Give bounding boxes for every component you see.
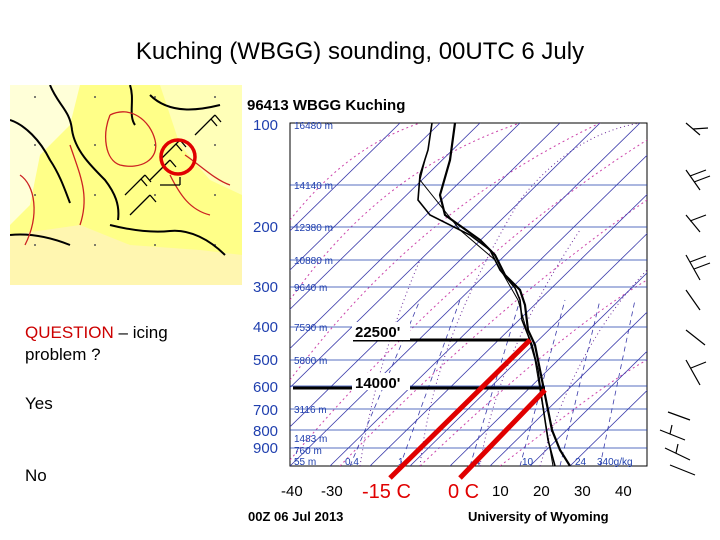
pressure-label: 600	[253, 379, 278, 396]
height-label: 12380 m	[294, 223, 333, 234]
temp-tick: 10	[492, 483, 509, 500]
temp-tick: -30	[321, 483, 343, 500]
isotherm-minus15	[388, 338, 532, 480]
temperature-profile	[438, 123, 571, 466]
question-label: QUESTION	[25, 323, 114, 342]
mixing-ratio-label: 1	[398, 457, 404, 468]
isobars	[290, 184, 647, 449]
pressure-label: 900	[253, 440, 278, 457]
height-label: 760 m	[294, 446, 322, 457]
question-text: QUESTION – icing problem ?	[25, 322, 168, 366]
height-label: 7530 m	[294, 323, 327, 334]
wind-barbs	[659, 122, 711, 476]
kuching-highlight-circle	[159, 138, 197, 176]
height-label: 16480 m	[294, 121, 333, 132]
pressure-label: 700	[253, 402, 278, 419]
pressure-label: 200	[253, 219, 278, 236]
height-labels: 16480 m 14140 m 12380 m 10880 m 9640 m 7…	[294, 121, 333, 468]
isotherm-highlights	[388, 338, 547, 480]
pressure-label: 800	[253, 423, 278, 440]
isotherm-zero-label: 0 C	[448, 481, 479, 503]
isotherm-zero	[458, 388, 547, 480]
mixing-ratio-label: 0.4	[345, 457, 359, 468]
height-label: 14140 m	[294, 181, 333, 192]
temp-tick: 40	[615, 483, 632, 500]
mixing-ratio-label: 10	[522, 457, 534, 468]
dewpoint-profile	[417, 123, 556, 466]
answer-yes[interactable]: Yes	[25, 394, 53, 413]
slide-title: Kuching (WBGG) sounding, 00UTC 6 July	[135, 38, 585, 65]
question-rest: – icing	[113, 323, 168, 342]
pressure-labels: 100 200 300 400 500 600 700 800 900	[253, 117, 278, 457]
sounding-profiles	[417, 123, 571, 466]
answer-no[interactable]: No	[25, 466, 47, 485]
pressure-label: 100	[253, 117, 278, 134]
parcel-path	[419, 159, 554, 466]
question-line2: problem ?	[25, 345, 101, 364]
altitude-markers: 22500' 14000'	[293, 322, 545, 392]
alt-label-lower: 14000'	[355, 375, 400, 392]
height-label: 55 m	[294, 457, 316, 468]
pressure-label: 300	[253, 279, 278, 296]
isotherm-minus15-label: -15 C	[362, 481, 411, 503]
pressure-label: 500	[253, 352, 278, 369]
temp-tick: -40	[281, 483, 303, 500]
mixing-ratio-label: 24	[575, 457, 587, 468]
footer-date: 00Z 06 Jul 2013	[248, 509, 343, 524]
height-label: 10880 m	[294, 256, 333, 267]
temperature-ticks: -40 -30 10 20 30 40	[281, 483, 632, 500]
plot-frame	[289, 122, 648, 467]
height-label: 3116 m	[294, 405, 327, 416]
height-label: 1483 m	[294, 434, 327, 445]
synoptic-map	[10, 85, 242, 285]
dry-adiabats	[290, 123, 647, 466]
temp-tick: 20	[533, 483, 550, 500]
mixing-ratio-label: 340g/kg	[597, 457, 633, 468]
footer-source: University of Wyoming	[468, 509, 609, 524]
pressure-label: 400	[253, 319, 278, 336]
height-label: 9640 m	[294, 283, 327, 294]
height-label: 5800 m	[294, 356, 327, 367]
station-label: 96413 WBGG Kuching	[247, 97, 405, 114]
moist-adiabats	[359, 123, 647, 466]
alt-label-upper: 22500'	[355, 324, 400, 341]
temp-tick: 30	[574, 483, 591, 500]
